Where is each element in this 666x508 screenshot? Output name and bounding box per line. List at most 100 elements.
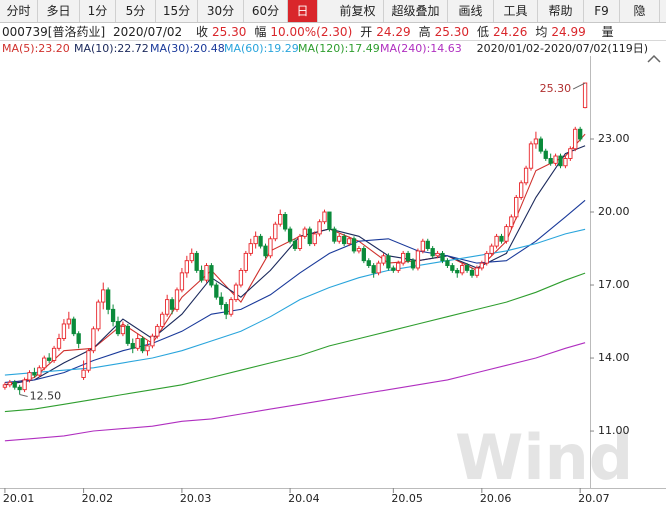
candle-body [224, 304, 229, 315]
candle [2, 382, 8, 390]
candle [228, 297, 234, 317]
toolbar-button[interactable]: 画线 [448, 0, 494, 22]
quote-fields: 收 25.30 幅 10.00%(2.30) 开 24.29 高 25.30 低 24.26 均 24… [196, 25, 594, 39]
candle-body [440, 252, 445, 262]
toolbar-button[interactable]: 多日 [38, 0, 80, 22]
candle [214, 282, 219, 300]
toolbar-button[interactable]: 分时 [0, 0, 38, 22]
candle-body [283, 213, 288, 230]
candle-body [110, 308, 116, 322]
field-label: 均 [535, 25, 548, 39]
candle-body [145, 345, 150, 352]
candle-body [337, 235, 342, 242]
candle [243, 250, 248, 273]
candle-body [174, 289, 180, 310]
candle [519, 180, 524, 200]
candle-body [179, 272, 185, 291]
candle [342, 233, 347, 247]
candle [115, 316, 121, 337]
candle [145, 340, 150, 356]
x-tick-label: 20.06 [480, 492, 512, 505]
candle-body [194, 252, 199, 271]
ma-line [4, 228, 586, 376]
toolbar-button[interactable]: 30分 [198, 0, 244, 22]
candle-body [268, 238, 273, 257]
toolbar-button[interactable]: 前复权 [332, 0, 384, 22]
candle-body [430, 248, 435, 257]
candle-body [578, 128, 583, 140]
toolbar-button[interactable]: 工具 [494, 0, 538, 22]
candle [12, 379, 17, 390]
candle [71, 316, 76, 337]
toolbar-button[interactable]: 60分 [244, 0, 288, 22]
candle [292, 238, 298, 251]
field-label: 开 [360, 25, 373, 39]
candle-body [351, 238, 357, 252]
candle-body [366, 260, 371, 267]
candle-body [115, 321, 121, 335]
candle-body [130, 342, 135, 349]
candle [337, 233, 342, 244]
candle [219, 292, 224, 310]
candle [258, 233, 263, 249]
candle-body [474, 267, 480, 276]
candle-body [533, 138, 539, 145]
range-label: 2020/01/02-2020/07/02(119日) [477, 42, 648, 55]
x-tick-label: 20.01 [3, 492, 35, 505]
candle [484, 250, 489, 266]
candle [238, 267, 244, 288]
candle-body [519, 182, 524, 198]
candle [489, 243, 494, 256]
candle [174, 287, 180, 312]
candle [514, 194, 519, 220]
quote-info: 000739[普洛药业] 2020/07/02 收 25.30 幅 10.00%(2.… [2, 23, 618, 41]
candle [568, 146, 573, 161]
candle-body [415, 250, 421, 269]
candle-body [81, 369, 86, 378]
toolbar-button[interactable]: 15分 [156, 0, 198, 22]
candle-body [356, 248, 362, 252]
candle-body [553, 155, 558, 164]
candle-body [376, 262, 381, 274]
toolbar-button[interactable]: 5分 [116, 0, 156, 22]
candle-body [101, 289, 106, 303]
field-value: 25.30 [434, 25, 469, 39]
candle-body [42, 357, 47, 369]
candle [179, 267, 185, 293]
candle [317, 219, 322, 237]
candle-body [401, 252, 406, 264]
toolbar-button[interactable]: F9 [584, 0, 620, 22]
candle [351, 236, 357, 254]
candle-body [287, 228, 293, 242]
y-tick-label: 17.00 [598, 278, 630, 291]
toolbar-button[interactable]: 隐 [620, 0, 660, 22]
candle [356, 246, 362, 254]
candle [66, 311, 71, 329]
candle-body [155, 325, 160, 337]
candle-body [346, 238, 352, 245]
field-value: 25.30 [212, 25, 247, 39]
candle-body [297, 235, 303, 249]
legend-entry: MA(30):20.48 [150, 42, 225, 55]
candle [110, 304, 116, 327]
candle [248, 238, 253, 256]
ma-line [4, 272, 586, 413]
candle [91, 326, 96, 354]
toolbar-button[interactable]: 1分 [80, 0, 116, 22]
candle-body [32, 372, 37, 376]
candle-body [61, 323, 67, 340]
scroll-arrow [647, 54, 661, 63]
candle [130, 338, 135, 354]
y-tick-label: 23.00 [598, 132, 630, 145]
candle [302, 226, 307, 239]
candle-body [76, 333, 81, 344]
candle [371, 263, 376, 278]
annotation-leader [19, 394, 28, 398]
candle [224, 302, 229, 320]
toolbar-button[interactable]: 日 [288, 0, 318, 22]
candle-body [509, 216, 514, 228]
candle [415, 248, 421, 271]
candle-body [263, 245, 268, 257]
toolbar-button[interactable]: 超级叠加 [384, 0, 448, 22]
toolbar-button[interactable]: 帮助 [538, 0, 584, 22]
